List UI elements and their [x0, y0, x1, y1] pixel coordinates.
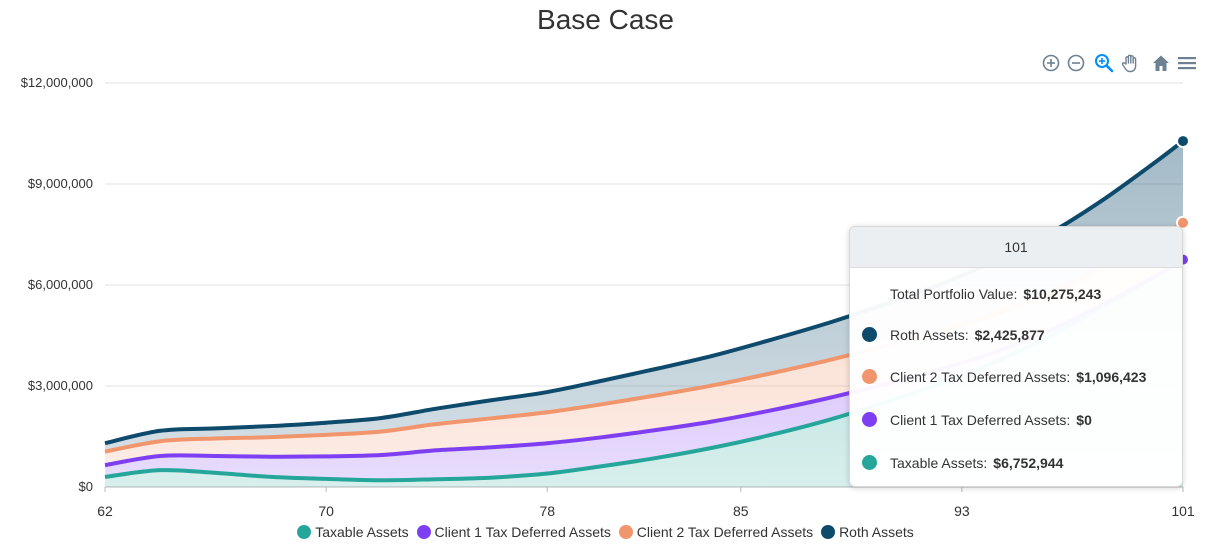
tooltip-row: Taxable Assets: $6,752,944 [850, 453, 1182, 473]
home-reset-icon[interactable] [1150, 52, 1172, 74]
tooltip-row: Roth Assets: $2,425,877 [850, 325, 1182, 345]
tooltip-series-dot [862, 369, 877, 384]
tooltip-row-value: $1,096,423 [1076, 369, 1147, 385]
zoom-in-icon[interactable] [1040, 52, 1062, 74]
tooltip-row-value: $0 [1076, 412, 1092, 428]
tooltip-total-row: Total Portfolio Value: $10,275,243 [850, 284, 1182, 304]
legend-label: Taxable Assets [315, 524, 409, 540]
x-tick-label: 101 [1171, 503, 1195, 519]
y-tick-label: $6,000,000 [28, 277, 93, 292]
tooltip-row: Client 2 Tax Deferred Assets: $1,096,423 [850, 367, 1182, 387]
tooltip-total-value: $10,275,243 [1023, 286, 1102, 302]
tooltip-total-label: Total Portfolio Value: [890, 286, 1018, 302]
legend-item-client-2-tax-deferred[interactable]: Client 2 Tax Deferred Assets [618, 524, 814, 540]
y-tick-label: $3,000,000 [28, 378, 93, 393]
x-tick-label: 93 [954, 503, 970, 519]
chart-toolbar [1040, 52, 1200, 74]
x-tick-label: 85 [733, 503, 749, 519]
hover-marker [1176, 134, 1190, 149]
y-axis: $0 $3,000,000 $6,000,000 $9,000,000 $12,000,… [21, 75, 93, 494]
tooltip-row: Client 1 Tax Deferred Assets: $0 [850, 410, 1182, 430]
x-tick-label: 70 [318, 503, 334, 519]
tooltip-row-value: $2,425,877 [974, 327, 1045, 343]
chart-title: Base Case [537, 4, 674, 35]
x-axis: 62 70 78 85 93 101 [97, 487, 1195, 519]
tooltip-series-dot [862, 412, 877, 427]
x-tick-label: 78 [539, 503, 555, 519]
zoom-out-icon[interactable] [1065, 52, 1087, 74]
hover-marker [1176, 215, 1190, 230]
tooltip-series-dot [862, 455, 877, 470]
chart-legend: Taxable Assets Client 1 Tax Deferred Ass… [0, 524, 1211, 540]
y-tick-label: $12,000,000 [21, 75, 93, 90]
tooltip-row-label: Roth Assets: [890, 327, 969, 343]
legend-label: Client 1 Tax Deferred Assets [434, 524, 611, 540]
tooltip-header: 101 [850, 227, 1182, 268]
pan-hand-icon[interactable] [1120, 52, 1142, 74]
selection-zoom-icon[interactable] [1093, 52, 1115, 74]
legend-marker [297, 525, 312, 539]
legend-marker [618, 525, 633, 539]
legend-marker [416, 525, 431, 539]
x-tick-label: 62 [97, 503, 113, 519]
legend-marker [821, 525, 836, 539]
legend-label: Client 2 Tax Deferred Assets [636, 524, 814, 540]
tooltip-series-dot [862, 327, 877, 342]
tooltip-row-label: Client 1 Tax Deferred Assets: [890, 412, 1071, 428]
y-tick-label: $0 [79, 479, 93, 494]
legend-item-client-1-tax-deferred[interactable]: Client 1 Tax Deferred Assets [416, 524, 611, 540]
y-tick-label: $9,000,000 [28, 176, 93, 191]
chart-tooltip: 101 Total Portfolio Value: $10,275,243 Ro… [849, 226, 1183, 487]
legend-label: Roth Assets [839, 524, 914, 540]
tooltip-row-value: $6,752,944 [993, 455, 1064, 471]
legend-item-taxable-assets[interactable]: Taxable Assets [297, 524, 409, 540]
menu-icon[interactable] [1176, 52, 1198, 74]
tooltip-row-label: Client 2 Tax Deferred Assets: [890, 369, 1071, 385]
tooltip-row-label: Taxable Assets: [890, 455, 988, 471]
legend-item-roth-assets[interactable]: Roth Assets [821, 524, 914, 540]
